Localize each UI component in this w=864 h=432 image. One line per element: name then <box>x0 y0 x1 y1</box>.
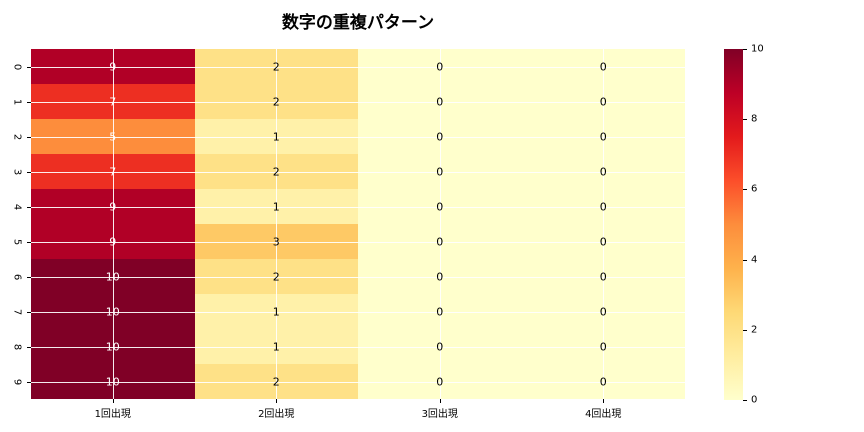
cell-value-label: 9 <box>109 235 117 248</box>
colorbar-tick-mark <box>743 400 747 401</box>
cell-value-label: 0 <box>599 95 607 108</box>
colorbar-gradient <box>724 49 743 400</box>
y-tick-label: 5 <box>11 238 23 245</box>
colorbar-tick-label: 6 <box>751 183 758 195</box>
chart-title: 数字の重複パターン <box>281 13 435 33</box>
cell-value-label: 3 <box>272 235 280 248</box>
y-tick-mark <box>27 206 31 208</box>
y-tick-label: 9 <box>11 378 23 385</box>
cell-value-label: 2 <box>272 60 280 73</box>
x-tick-label: 1回出現 <box>94 409 131 420</box>
x-tick-label: 4回出現 <box>585 409 622 420</box>
y-tick-mark <box>27 66 31 68</box>
cell-value-label: 0 <box>599 60 607 73</box>
gridline-horizontal <box>31 136 685 138</box>
y-tick-label: 3 <box>11 168 23 175</box>
cell-value-label: 2 <box>272 375 280 388</box>
gridline-vertical <box>112 49 114 399</box>
gridline-horizontal <box>31 206 685 208</box>
cell-value-label: 1 <box>272 130 280 143</box>
colorbar-tick-mark <box>743 119 747 121</box>
y-tick-mark <box>27 241 31 243</box>
x-tick-mark <box>439 399 441 403</box>
colorbar: 10 8 6 4 2 0 <box>724 44 764 406</box>
cell-value-label: 0 <box>436 60 444 73</box>
x-tick-mark <box>603 399 605 403</box>
cell-value-label: 0 <box>436 340 444 353</box>
gridline-horizontal <box>31 311 685 313</box>
colorbar-tick-label: 2 <box>751 324 758 336</box>
cell-value-label: 1 <box>272 340 280 353</box>
colorbar-tick-mark <box>743 329 747 331</box>
gridline-horizontal <box>31 381 685 383</box>
cell-value-label: 0 <box>436 200 444 213</box>
cell-value-label: 0 <box>599 130 607 143</box>
colorbar-tick-mark <box>743 259 747 261</box>
y-tick-label: 0 <box>11 63 23 70</box>
cell-value-label: 0 <box>436 270 444 283</box>
y-tick-label: 7 <box>11 308 23 315</box>
colorbar-tick-label: 0 <box>751 394 758 406</box>
cell-value-label: 7 <box>109 95 117 108</box>
cell-value-label: 0 <box>436 235 444 248</box>
y-tick-label: 1 <box>11 98 23 105</box>
y-tick-label: 4 <box>11 203 23 210</box>
gridline-horizontal <box>31 276 685 278</box>
gridline-horizontal <box>31 171 685 173</box>
cell-value-label: 0 <box>599 165 607 178</box>
cell-value-label: 0 <box>599 235 607 248</box>
x-tick-label: 2回出現 <box>258 409 295 420</box>
cell-value-label: 0 <box>599 270 607 283</box>
cell-value-label: 0 <box>436 130 444 143</box>
cell-value-label: 5 <box>109 130 117 143</box>
cell-value-label: 9 <box>109 60 117 73</box>
y-tick-label: 8 <box>11 343 23 350</box>
gridline-horizontal <box>31 241 685 243</box>
cell-value-label: 7 <box>109 165 117 178</box>
cell-value-label: 10 <box>105 340 120 353</box>
cell-value-label: 0 <box>599 375 607 388</box>
cell-value-label: 0 <box>436 95 444 108</box>
cell-value-label: 0 <box>599 200 607 213</box>
heatmap-grid: 9 2 0 0 7 2 0 0 5 1 0 0 7 2 0 0 9 1 0 0 9 3 0 0 10 2 0 0 10 1 0 0 10 1 0 0 1… <box>31 49 685 399</box>
cell-value-label: 0 <box>599 340 607 353</box>
y-tick-mark <box>27 311 31 313</box>
cell-value-label: 0 <box>436 305 444 318</box>
x-tick-label: 3回出現 <box>421 409 458 420</box>
y-tick-mark <box>27 276 31 278</box>
cell-value-label: 10 <box>105 270 120 283</box>
gridline-horizontal <box>31 101 685 103</box>
colorbar-tick-mark <box>743 189 747 191</box>
y-tick-label: 6 <box>11 273 23 280</box>
cell-value-label: 0 <box>436 165 444 178</box>
cell-value-label: 0 <box>599 305 607 318</box>
colorbar-tick-label: 4 <box>751 254 758 266</box>
cell-value-label: 2 <box>272 95 280 108</box>
cell-value-label: 2 <box>272 165 280 178</box>
cell-value-label: 2 <box>272 270 280 283</box>
cell-value-label: 0 <box>436 375 444 388</box>
colorbar-tick-mark <box>743 49 747 50</box>
y-tick-mark <box>27 171 31 173</box>
y-tick-mark <box>27 346 31 348</box>
y-tick-mark <box>27 101 31 103</box>
cell-value-label: 9 <box>109 200 117 213</box>
x-tick-mark <box>112 399 114 403</box>
colorbar-tick-label: 8 <box>751 113 758 125</box>
cell-value-label: 1 <box>272 200 280 213</box>
gridline-vertical <box>439 49 441 399</box>
y-tick-mark <box>27 136 31 138</box>
colorbar-tick-label: 10 <box>751 43 764 55</box>
gridline-vertical <box>276 49 278 399</box>
y-tick-label: 2 <box>11 133 23 140</box>
x-tick-mark <box>276 399 278 403</box>
cell-value-label: 10 <box>105 305 120 318</box>
y-tick-mark <box>27 381 31 383</box>
cell-value-label: 1 <box>272 305 280 318</box>
gridline-horizontal <box>31 346 685 348</box>
cell-value-label: 10 <box>105 375 120 388</box>
gridline-horizontal <box>31 66 685 68</box>
gridline-vertical <box>603 49 605 399</box>
